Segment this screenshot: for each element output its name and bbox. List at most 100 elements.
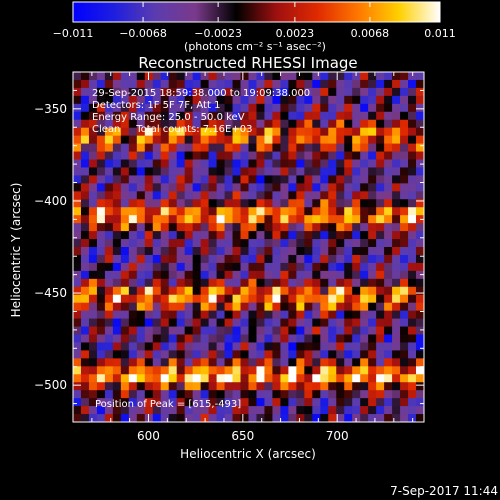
heatmap-cell: [288, 103, 297, 113]
heatmap-cell: [352, 159, 361, 168]
heatmap-cell: [376, 270, 385, 280]
heatmap-cell: [192, 167, 202, 176]
heatmap-cell: [408, 231, 417, 240]
heatmap-cell: [328, 262, 337, 272]
heatmap-cell: [392, 350, 401, 359]
heatmap-cell: [232, 382, 241, 391]
heatmap-cell: [368, 270, 377, 280]
heatmap-cell: [73, 254, 82, 264]
heatmap-cell: [360, 414, 369, 422]
heatmap-cell: [200, 247, 210, 256]
heatmap-cell: [168, 127, 178, 137]
heatmap-cell: [200, 374, 210, 383]
heatmap-cell: [360, 215, 369, 224]
heatmap-cell: [312, 159, 321, 168]
heatmap-cell: [416, 406, 424, 415]
heatmap-cell: [328, 103, 337, 113]
heatmap-cell: [272, 111, 281, 121]
heatmap-cell: [200, 294, 210, 304]
heatmap-cell: [352, 215, 361, 224]
heatmap-cell: [408, 406, 417, 415]
heatmap-cell: [408, 366, 417, 375]
heatmap-cell: [392, 270, 401, 280]
heatmap-cell: [416, 366, 424, 375]
heatmap-cell: [312, 87, 321, 97]
heatmap-cell: [296, 302, 305, 312]
heatmap-cell: [128, 318, 138, 327]
heatmap-cell: [200, 326, 210, 335]
heatmap-cell: [144, 119, 154, 129]
heatmap-cell: [184, 278, 194, 288]
heatmap-cell: [288, 183, 297, 192]
heatmap-cell: [128, 390, 138, 399]
heatmap-cell: [328, 374, 337, 383]
heatmap-cell: [328, 207, 337, 216]
heatmap-cell: [128, 127, 138, 137]
heatmap-cell: [112, 199, 122, 208]
heatmap-cell: [192, 334, 202, 343]
heatmap-cell: [192, 72, 202, 81]
heatmap-cell: [168, 215, 178, 224]
heatmap-cell: [304, 199, 313, 208]
heatmap-cell: [280, 87, 289, 97]
heatmap-cell: [296, 294, 305, 304]
heatmap-cell: [416, 247, 424, 256]
heatmap-cell: [384, 286, 393, 296]
heatmap-cell: [88, 366, 98, 375]
heatmap-cell: [73, 247, 82, 256]
heatmap-cell: [112, 239, 122, 248]
heatmap-cell: [176, 414, 186, 422]
heatmap-cell: [88, 183, 98, 192]
heatmap-cell: [248, 143, 257, 152]
heatmap-cell: [168, 223, 178, 232]
heatmap-cell: [208, 398, 217, 407]
heatmap-cell: [296, 334, 305, 343]
heatmap-cell: [328, 310, 337, 319]
heatmap-cell: [384, 151, 393, 160]
heatmap-cell: [104, 406, 114, 415]
heatmap-cell: [152, 286, 162, 296]
heatmap-cell: [256, 79, 265, 89]
heatmap-cell: [232, 95, 241, 105]
heatmap-cell: [320, 119, 329, 129]
heatmap-cell: [272, 270, 281, 280]
heatmap-cell: [232, 414, 241, 422]
heatmap-cell: [392, 191, 401, 200]
heatmap-cell: [352, 254, 361, 264]
heatmap-cell: [344, 167, 353, 176]
heatmap-cell: [160, 199, 170, 208]
heatmap-cell: [160, 278, 170, 288]
heatmap-cell: [360, 231, 369, 240]
heatmap-cell: [96, 135, 106, 144]
heatmap-cell: [224, 79, 233, 89]
heatmap-cell: [168, 302, 178, 312]
heatmap-cell: [400, 342, 409, 351]
heatmap-cell: [352, 231, 361, 240]
heatmap-cell: [344, 294, 353, 304]
heatmap-cell: [304, 310, 313, 319]
heatmap-cell: [192, 183, 202, 192]
heatmap-cell: [264, 223, 273, 232]
heatmap-cell: [256, 191, 265, 200]
heatmap-cell: [176, 119, 186, 129]
heatmap-cell: [288, 223, 297, 232]
heatmap-cell: [240, 350, 249, 359]
heatmap-cell: [408, 398, 417, 407]
heatmap-cell: [200, 119, 210, 129]
heatmap-cell: [80, 207, 90, 216]
heatmap-cell: [272, 199, 281, 208]
heatmap-cell: [416, 151, 424, 160]
heatmap-cell: [304, 183, 313, 192]
heatmap-cell: [376, 175, 385, 184]
heatmap-cell: [248, 326, 257, 335]
heatmap-cell: [88, 342, 98, 351]
heatmap-cell: [88, 262, 98, 272]
heatmap-cell: [144, 151, 154, 160]
heatmap-cell: [304, 286, 313, 296]
heatmap-cell: [368, 326, 377, 335]
heatmap-cell: [160, 231, 170, 240]
heatmap-cell: [312, 262, 321, 272]
heatmap-cell: [104, 103, 114, 113]
heatmap-cell: [168, 342, 178, 351]
heatmap-cell: [112, 79, 122, 89]
